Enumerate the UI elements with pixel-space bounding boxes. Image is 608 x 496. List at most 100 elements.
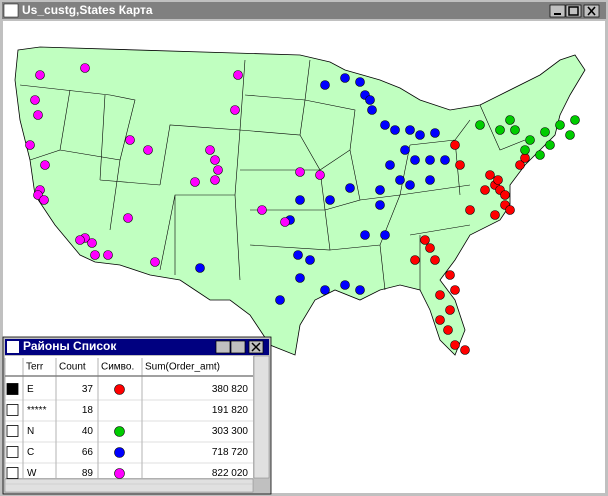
- map-point: [320, 80, 330, 90]
- map-point: [320, 285, 330, 295]
- map-point: [430, 128, 440, 138]
- map-point: [375, 185, 385, 195]
- map-point: [385, 160, 395, 170]
- cell-terr: N: [27, 426, 34, 437]
- map-point: [485, 170, 495, 180]
- map-point: [493, 175, 503, 185]
- map-point: [425, 243, 435, 253]
- map-point: [465, 205, 475, 215]
- row-selector[interactable]: [6, 383, 19, 395]
- cell-count: 89: [82, 468, 94, 479]
- list-icon: [7, 341, 19, 353]
- map-point: [425, 155, 435, 165]
- list-title-bar: [5, 339, 269, 355]
- map-point: [535, 150, 545, 160]
- map-point: [375, 200, 385, 210]
- map-point: [540, 127, 550, 137]
- map-point: [205, 145, 215, 155]
- row-selector[interactable]: [6, 446, 19, 458]
- map-point: [39, 195, 49, 205]
- map-point: [355, 285, 365, 295]
- window-title: Us_custg,States Карта: [22, 3, 153, 17]
- map-point: [450, 340, 460, 350]
- map-point: [555, 120, 565, 130]
- map-point: [500, 190, 510, 200]
- map-point: [40, 160, 50, 170]
- map-point: [30, 95, 40, 105]
- cell-symbol: [114, 426, 125, 437]
- map-point: [340, 280, 350, 290]
- map-point: [325, 195, 335, 205]
- row-selector[interactable]: [6, 404, 19, 416]
- map-point: [380, 230, 390, 240]
- map-point: [495, 125, 505, 135]
- map-point: [565, 130, 575, 140]
- map-point: [213, 165, 223, 175]
- icon: [587, 6, 596, 16]
- maximize-button[interactable]: [230, 340, 246, 354]
- row-selector[interactable]: [6, 425, 19, 437]
- cell-symbol: [114, 384, 125, 395]
- map-point: [445, 305, 455, 315]
- cell-terr: W: [27, 468, 37, 479]
- map-point: [360, 230, 370, 240]
- cell-symbol: [114, 447, 125, 458]
- map-point: [280, 217, 290, 227]
- icon: [251, 342, 261, 352]
- map-point: [430, 255, 440, 265]
- minimize-button[interactable]: [215, 340, 231, 354]
- state-borders: [19, 59, 526, 291]
- map-point: [510, 125, 520, 135]
- map-point: [87, 238, 97, 248]
- cell-count: 40: [82, 426, 94, 437]
- map-point: [410, 255, 420, 265]
- map-point: [380, 120, 390, 130]
- cell-sum: 303 300: [212, 426, 249, 437]
- column-header: Count: [59, 362, 86, 373]
- map-point: [420, 235, 430, 245]
- map-point: [275, 295, 285, 305]
- vertical-scrollbar[interactable]: [253, 355, 270, 479]
- map-point: [520, 145, 530, 155]
- column-header: Sum(Order_amt): [145, 362, 220, 373]
- map-point: [390, 125, 400, 135]
- cell-count: 37: [82, 384, 94, 395]
- map-point: [143, 145, 153, 155]
- map-point: [210, 175, 220, 185]
- cell-symbol: [114, 468, 125, 479]
- map-point: [570, 115, 580, 125]
- horizontal-scrollbar[interactable]: [4, 478, 254, 493]
- list-title: Районы Список: [23, 339, 117, 353]
- map-point: [103, 250, 113, 260]
- cell-sum: 191 820: [212, 405, 249, 416]
- map-point: [293, 250, 303, 260]
- map-point: [440, 155, 450, 165]
- column-header: Симво.: [101, 362, 134, 373]
- list-window: Районы Список Terr Count Симво. Sum(Order_a…: [2, 336, 272, 495]
- map-point: [257, 205, 267, 215]
- window-buttons: [549, 4, 600, 18]
- map-point: [435, 315, 445, 325]
- map-point: [355, 77, 365, 87]
- map-point: [123, 213, 133, 223]
- map-point: [480, 185, 490, 195]
- cell-count: 18: [82, 405, 94, 416]
- map-point: [150, 257, 160, 267]
- map-point: [515, 160, 525, 170]
- minimize-button[interactable]: [549, 4, 566, 18]
- cell-terr: E: [27, 384, 34, 395]
- map-point: [90, 250, 100, 260]
- map-point: [367, 105, 377, 115]
- map-point: [435, 290, 445, 300]
- map-point: [475, 120, 485, 130]
- cell-terr: *****: [27, 405, 47, 416]
- row-selector[interactable]: [6, 467, 19, 479]
- map-point: [410, 155, 420, 165]
- map-point: [405, 125, 415, 135]
- table: Terr Count Симво. Sum(Order_amt) E 37 380 820 *…: [4, 358, 253, 485]
- map-point: [405, 180, 415, 190]
- map-point: [295, 273, 305, 283]
- map-point: [365, 95, 375, 105]
